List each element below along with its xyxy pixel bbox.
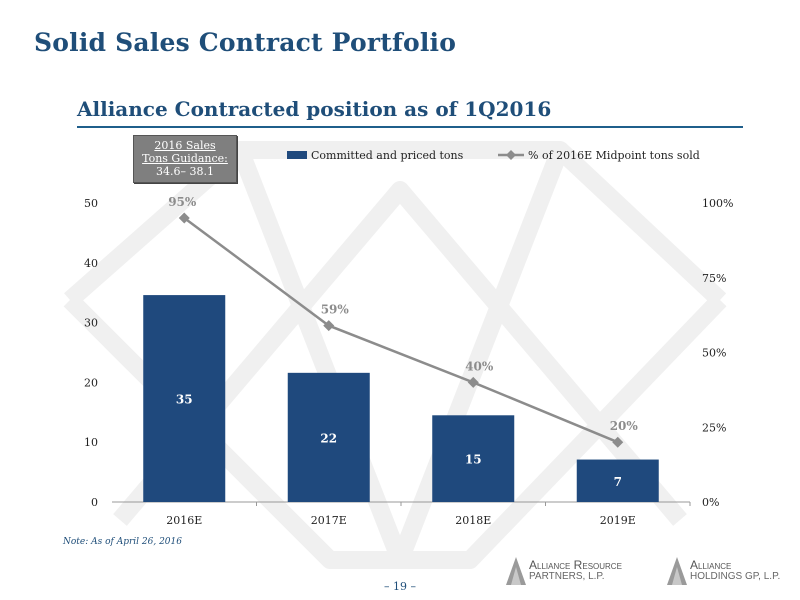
line-point — [323, 320, 335, 332]
line-point — [467, 376, 479, 388]
guidance-line-1: 2016 Sales — [154, 139, 216, 152]
right-axis-tick-label: 25% — [702, 421, 726, 434]
x-axis-tick-label: 2016E — [166, 514, 202, 527]
line-data-label: 59% — [321, 303, 350, 317]
bar-data-label: 7 — [614, 475, 622, 489]
logo-1-line-1: Alliance Resource — [529, 558, 622, 572]
x-axis-tick-label: 2017E — [311, 514, 347, 527]
left-axis-tick-label: 40 — [84, 257, 98, 270]
line-data-label: 95% — [168, 195, 197, 209]
page-number: – 19 – — [384, 580, 416, 593]
bar-data-label: 35 — [176, 393, 193, 407]
left-axis-tick-label: 10 — [84, 436, 98, 449]
bar — [143, 295, 226, 502]
line-point — [612, 436, 624, 448]
left-axis-tick-label: 50 — [84, 197, 98, 210]
bar — [432, 415, 515, 502]
footnote: Note: As of April 26, 2016 — [63, 537, 182, 547]
triangle-logo-icon — [667, 557, 687, 585]
x-axis-tick-label: 2019E — [600, 514, 636, 527]
chart-subtitle: Alliance Contracted position as of 1Q201… — [77, 97, 552, 121]
logo-2-line-1: Alliance — [690, 558, 732, 572]
left-axis-tick-label: 20 — [84, 376, 98, 389]
line-point — [178, 212, 190, 224]
legend-line-marker — [506, 150, 516, 160]
left-axis-tick-label: 30 — [84, 317, 98, 330]
left-axis-tick-label: 0 — [91, 496, 98, 509]
line-data-label: 20% — [610, 419, 639, 433]
right-axis-tick-label: 100% — [702, 197, 733, 210]
right-axis-tick-label: 50% — [702, 347, 726, 360]
line-data-label: 40% — [465, 359, 494, 373]
legend-bar-label: Committed and priced tons — [311, 149, 464, 162]
guidance-line-3: 34.6– 38.1 — [156, 165, 214, 178]
bar-data-label: 15 — [465, 453, 482, 467]
alliance-resource-partners-logo: Alliance Resource PARTNERS, L.P. — [505, 553, 622, 589]
bar — [576, 459, 659, 502]
guidance-line-2: Tons Guidance: — [142, 152, 228, 165]
guidance-box: 2016 Sales Tons Guidance: 34.6– 38.1 — [133, 135, 237, 183]
line-series — [183, 216, 619, 444]
x-axis-tick-label: 2018E — [455, 514, 491, 527]
bar — [287, 372, 370, 502]
triangle-logo-icon — [506, 557, 526, 585]
title-divider — [77, 126, 743, 128]
legend-bar-swatch — [287, 151, 307, 159]
page-title: Solid Sales Contract Portfolio — [34, 28, 457, 57]
right-axis-tick-label: 0% — [702, 496, 719, 509]
logo-2-line-2: HOLDINGS GP, L.P. — [690, 571, 781, 582]
bar-data-label: 22 — [320, 431, 337, 445]
logo-1-line-2: PARTNERS, L.P. — [529, 571, 605, 582]
alliance-holdings-logo: Alliance HOLDINGS GP, L.P. — [666, 553, 780, 589]
right-axis-tick-label: 75% — [702, 272, 726, 285]
legend-line-label: % of 2016E Midpoint tons sold — [528, 149, 700, 162]
